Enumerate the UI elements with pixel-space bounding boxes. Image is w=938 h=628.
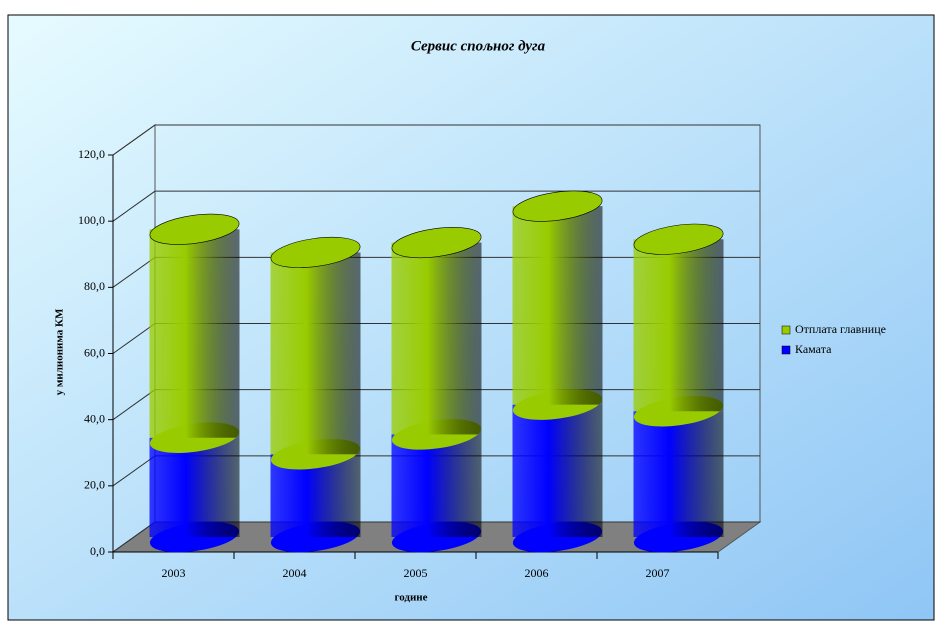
y-axis-label: у милионима КМ [54, 308, 66, 395]
y-tick-label: 0,0 [90, 544, 105, 558]
legend-label: Отплата главнице [795, 322, 886, 336]
x-tick-label: 2003 [162, 566, 186, 580]
cylinder-top [270, 236, 361, 268]
bar [391, 434, 482, 537]
x-axis-label: године [394, 592, 427, 604]
cylinder-top [512, 190, 603, 222]
cylinder-top [391, 227, 482, 259]
grid-line [112, 124, 760, 156]
bar [270, 252, 361, 455]
chart-title: Сервис спољног дуга [411, 38, 546, 54]
cylinder-top [149, 213, 240, 245]
y-tick-label: 20,0 [84, 478, 105, 492]
y-tick-label: 40,0 [84, 411, 105, 425]
x-tick-label: 2007 [646, 566, 670, 580]
y-tick-label: 80,0 [84, 279, 105, 293]
x-tick-label: 2004 [283, 566, 307, 580]
cylinder-top [633, 223, 724, 255]
bar [512, 404, 603, 537]
bar [512, 206, 603, 405]
x-tick-label: 2005 [404, 566, 428, 580]
legend-swatch [781, 325, 791, 335]
legend-swatch [781, 345, 791, 355]
grid-line [112, 190, 760, 222]
legend-label: Камата [795, 342, 832, 356]
y-tick-label: 60,0 [84, 345, 105, 359]
bar [633, 239, 724, 412]
bar [149, 437, 240, 537]
bar [149, 229, 240, 438]
y-tick-label: 100,0 [78, 213, 105, 227]
bar [391, 242, 482, 435]
bar [633, 411, 724, 537]
y-tick-label: 120,0 [78, 147, 105, 161]
x-tick-label: 2006 [525, 566, 549, 580]
